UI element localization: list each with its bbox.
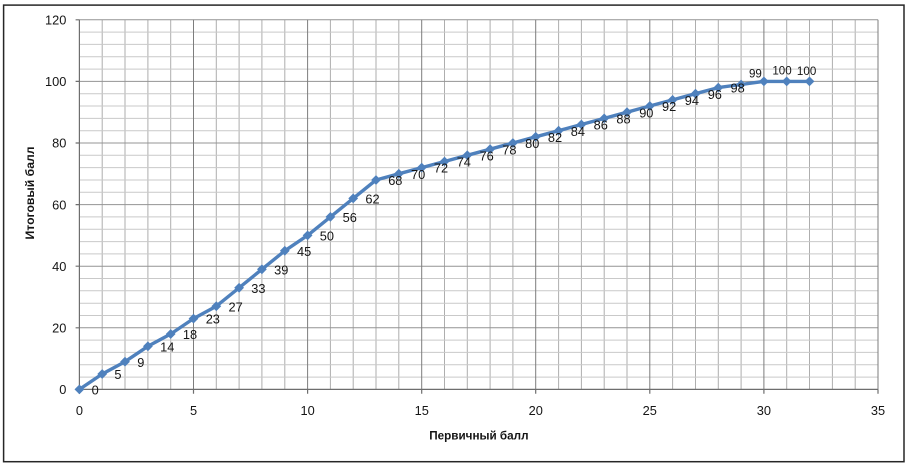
svg-text:68: 68 [388, 173, 402, 188]
svg-text:94: 94 [685, 93, 699, 108]
svg-text:96: 96 [708, 87, 722, 102]
svg-text:40: 40 [52, 259, 66, 274]
svg-text:5: 5 [114, 367, 121, 382]
svg-text:70: 70 [411, 167, 425, 182]
svg-text:76: 76 [480, 148, 494, 163]
svg-text:56: 56 [343, 210, 357, 225]
svg-text:80: 80 [525, 136, 539, 151]
svg-text:10: 10 [300, 403, 314, 418]
svg-text:78: 78 [502, 142, 516, 157]
svg-text:14: 14 [160, 339, 174, 354]
svg-text:86: 86 [594, 118, 608, 133]
svg-text:9: 9 [137, 355, 144, 370]
svg-text:99: 99 [749, 67, 762, 80]
svg-text:100: 100 [797, 65, 816, 78]
svg-text:88: 88 [616, 112, 630, 127]
svg-text:0: 0 [92, 383, 99, 398]
svg-text:20: 20 [52, 321, 66, 336]
svg-text:Первичный балл: Первичный балл [429, 430, 528, 443]
svg-text:50: 50 [320, 229, 334, 244]
svg-text:60: 60 [52, 197, 66, 212]
svg-text:74: 74 [457, 155, 471, 170]
svg-text:27: 27 [229, 299, 243, 314]
svg-text:62: 62 [365, 192, 379, 207]
svg-text:120: 120 [45, 13, 66, 28]
svg-text:30: 30 [757, 403, 771, 418]
svg-text:45: 45 [297, 244, 311, 259]
svg-text:18: 18 [183, 327, 197, 342]
svg-text:35: 35 [871, 403, 885, 418]
svg-text:25: 25 [643, 403, 657, 418]
svg-text:72: 72 [434, 161, 448, 176]
svg-text:33: 33 [251, 281, 265, 296]
svg-text:92: 92 [662, 99, 676, 114]
svg-text:98: 98 [731, 81, 745, 96]
svg-text:Итоговый балл: Итоговый балл [23, 147, 37, 240]
svg-text:39: 39 [274, 262, 288, 277]
svg-text:0: 0 [59, 382, 66, 397]
svg-text:15: 15 [415, 403, 429, 418]
svg-text:84: 84 [571, 124, 585, 139]
svg-text:80: 80 [52, 136, 66, 151]
svg-text:90: 90 [639, 105, 653, 120]
svg-text:100: 100 [772, 65, 791, 78]
svg-text:23: 23 [206, 312, 220, 327]
svg-text:82: 82 [548, 130, 562, 145]
svg-text:100: 100 [45, 74, 66, 89]
svg-text:20: 20 [529, 403, 543, 418]
svg-text:5: 5 [190, 403, 197, 418]
svg-text:0: 0 [76, 403, 83, 418]
